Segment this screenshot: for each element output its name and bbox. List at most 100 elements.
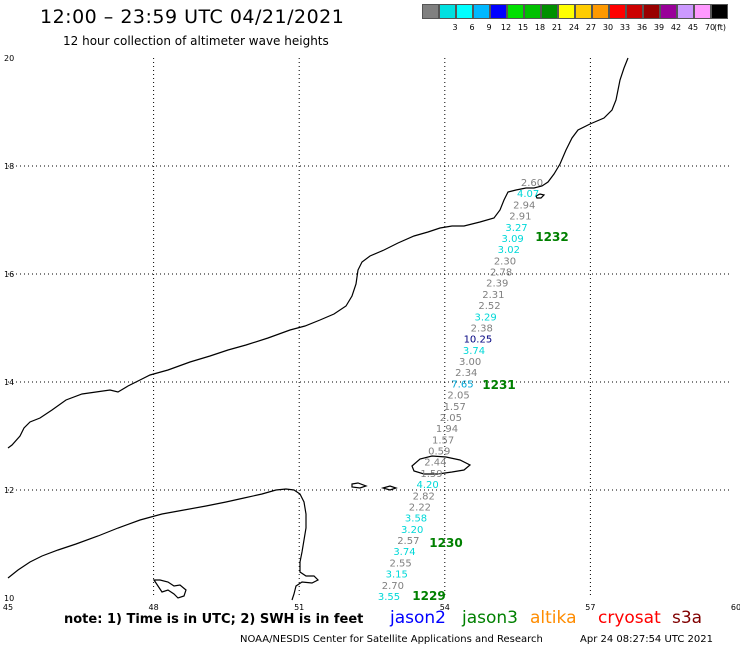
legend-jason3: jason3 (462, 608, 518, 628)
scale-label: 42 (670, 23, 682, 32)
scale-swatch (558, 4, 575, 19)
wave-height-value: 4.07 (517, 189, 539, 200)
coastline (7, 57, 629, 601)
track-time-label: 1229 (412, 589, 445, 603)
wave-height-value: 3.02 (498, 245, 520, 256)
lat-lon-grid (8, 58, 732, 598)
wave-height-value: 7.65 (451, 379, 473, 390)
island-abd-al-kuri (351, 482, 368, 489)
wave-height-value: 2.52 (478, 301, 500, 312)
island-socotra (411, 455, 472, 475)
wave-height-value: 2.31 (482, 290, 504, 301)
lat-tick-label: 10 (4, 594, 14, 603)
wave-height-value: 2.05 (447, 391, 469, 402)
wave-height-value: 2.78 (490, 268, 512, 279)
scale-unit: (ft) (713, 23, 727, 32)
wave-height-value: 2.60 (521, 178, 543, 189)
track-time-labels: 1232 1231 1230 1229 (412, 230, 568, 603)
scale-label: 24 (568, 23, 580, 32)
wave-height-value: 2.30 (494, 256, 516, 267)
scale-label: 45 (687, 23, 699, 32)
wave-height-labels: 2.604.072.942.913.273.093.022.302.782.39… (378, 178, 543, 603)
scale-swatch (473, 4, 490, 19)
lat-tick-label: 18 (4, 162, 14, 171)
wave-height-value: 3.09 (502, 234, 524, 245)
scale-swatch (541, 4, 558, 19)
scale-swatch (507, 4, 524, 19)
scale-swatch (711, 4, 728, 19)
lat-tick-label: 12 (4, 486, 14, 495)
scale-swatch (694, 4, 711, 19)
wave-height-value: 1.57 (444, 402, 466, 413)
lon-tick-label: 54 (440, 603, 450, 612)
scale-swatch (677, 4, 694, 19)
wave-height-value: 2.55 (389, 558, 411, 569)
legend-s3a: s3a (672, 608, 703, 628)
wave-height-value: 3.27 (505, 223, 527, 234)
islet-southwest (152, 579, 187, 599)
track-time-label: 1230 (429, 536, 462, 550)
wave-height-value: 2.57 (397, 536, 419, 547)
wave-height-value: 3.55 (378, 592, 400, 603)
footer-note: note: 1) Time is in UTC; 2) SWH is in fe… (64, 612, 364, 627)
scale-swatch (422, 4, 439, 19)
wave-height-value: 2.94 (513, 200, 535, 211)
scale-label: 18 (534, 23, 546, 32)
island-small (380, 485, 398, 491)
wave-height-value: 3.74 (463, 346, 485, 357)
legend-altika: altika (530, 608, 577, 628)
scale-label: 70 (704, 23, 716, 32)
wave-height-value: 1.59 (420, 469, 442, 480)
scale-label: 27 (585, 23, 597, 32)
scale-swatch (439, 4, 456, 19)
wave-height-value: 2.39 (486, 279, 508, 290)
wave-height-value: 2.70 (382, 581, 404, 592)
wave-height-value: 2.44 (424, 458, 446, 469)
wave-height-value: 4.20 (417, 480, 439, 491)
lat-tick-label: 14 (4, 378, 14, 387)
scale-swatch (592, 4, 609, 19)
wave-height-value: 3.74 (393, 547, 415, 558)
scale-swatch (524, 4, 541, 19)
wave-height-value: 3.29 (474, 312, 496, 323)
wave-height-value: 2.05 (440, 413, 462, 424)
lon-tick-label: 45 (3, 603, 13, 612)
scale-swatch (575, 4, 592, 19)
coastline-mainland (7, 57, 629, 449)
scale-label: 6 (469, 23, 475, 32)
wave-height-value: 2.38 (471, 323, 493, 334)
wave-height-value: 3.00 (459, 357, 481, 368)
scale-label: 9 (486, 23, 492, 32)
scale-swatch (660, 4, 677, 19)
lat-tick-label: 20 (4, 54, 14, 63)
track-time-label: 1231 (482, 378, 515, 392)
map-title: 12:00 – 23:59 UTC 04/21/2021 (40, 6, 345, 28)
footer-credit: NOAA/NESDIS Center for Satellite Applica… (240, 634, 543, 645)
legend-jason2: jason2 (390, 608, 446, 628)
map-subtitle: 12 hour collection of altimeter wave hei… (63, 34, 329, 48)
scale-swatch (456, 4, 473, 19)
wave-height-value: 0.59 (428, 447, 450, 458)
scale-label: 12 (500, 23, 512, 32)
scale-label: 15 (517, 23, 529, 32)
wave-height-value: 3.20 (401, 525, 423, 536)
island-masirah (535, 193, 546, 199)
wave-height-value: 1.57 (432, 435, 454, 446)
lon-tick-label: 57 (585, 603, 595, 612)
scale-label: 36 (636, 23, 648, 32)
lat-tick-label: 16 (4, 270, 14, 279)
wave-height-value: 3.58 (405, 514, 427, 525)
wave-height-value: 3.15 (386, 570, 408, 581)
scale-label: 30 (602, 23, 614, 32)
wave-height-value: 10.25 (464, 335, 493, 346)
lon-tick-label: 51 (294, 603, 304, 612)
scale-label: 3 (452, 23, 458, 32)
footer-date: Apr 24 08:27:54 UTC 2021 (580, 634, 713, 645)
scale-swatch (643, 4, 660, 19)
wave-height-value: 2.91 (509, 212, 531, 223)
scale-label: 39 (653, 23, 665, 32)
coastline-southwest (7, 488, 320, 601)
wave-height-value: 2.82 (413, 491, 435, 502)
wave-height-value: 2.22 (409, 502, 431, 513)
